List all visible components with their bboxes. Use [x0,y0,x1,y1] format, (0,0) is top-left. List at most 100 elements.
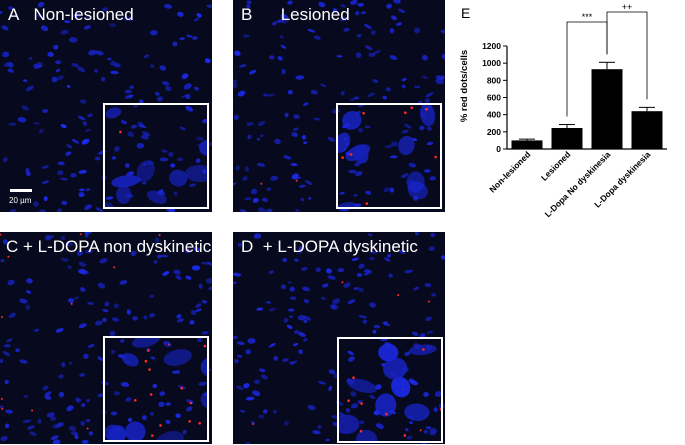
nucleus [8,312,16,319]
nucleus [234,358,239,364]
nucleus [236,354,243,358]
nucleus [175,275,182,280]
nucleus [71,138,80,144]
nucleus [200,391,207,409]
y-tick-label: 200 [487,127,501,137]
nucleus [100,77,106,82]
nucleus [121,352,139,367]
nucleus [386,3,392,9]
x-tick-label: Non-lesioned [487,149,532,194]
nucleus [249,69,257,75]
nucleus [364,125,371,129]
nucleus [60,177,68,181]
nucleus [268,343,276,348]
nucleus [283,155,292,160]
nucleus [426,126,432,131]
nucleus [119,280,128,285]
nucleus [421,75,429,80]
nucleus [302,286,310,292]
nucleus [75,397,82,403]
nucleus [15,348,20,353]
nucleus [177,157,183,162]
y-axis-label: % red dots/cells [459,50,470,122]
nucleus [365,190,372,195]
nucleus [244,197,252,201]
nucleus [407,181,428,200]
nucleus [424,283,432,288]
red-punctum [86,427,89,430]
nucleus [336,55,343,58]
nucleus [50,435,59,440]
nucleus [119,338,125,344]
nucleus [26,278,33,284]
nucleus [280,13,289,20]
nucleus [378,343,399,362]
nucleus [150,411,154,416]
nucleus [111,317,120,322]
nucleus [363,272,369,276]
nucleus [67,265,72,270]
panel-d-inset [337,337,443,443]
red-punctum [397,294,400,297]
nucleus [404,269,413,274]
nucleus [282,258,288,262]
nucleus [81,403,86,408]
nucleus [347,378,377,393]
nucleus [385,144,394,149]
nucleus [192,36,198,40]
nucleus [262,197,268,203]
nucleus [246,3,251,9]
nucleus [47,51,54,57]
nucleus [189,183,197,187]
nucleus [358,315,368,319]
bar-chart: E % red dots/cells 0 200 400 600 800 1000 1200… [459,2,667,219]
nucleus [87,301,94,305]
nucleus [78,323,87,329]
nucleus [110,349,116,354]
nucleus [41,180,50,184]
nucleus [284,420,289,426]
bar [631,111,663,149]
nucleus [404,351,411,356]
nucleus [287,0,293,5]
nucleus [141,415,147,421]
nucleus [140,135,149,140]
nucleus [22,79,28,82]
nucleus [280,284,287,290]
nucleus [58,391,65,398]
nucleus [204,58,211,64]
red-punctum [349,153,353,156]
nucleus [142,181,147,185]
nucleus [425,92,434,98]
nucleus [263,93,268,97]
nucleus [384,257,391,262]
nucleus [25,304,31,310]
nucleus [424,98,430,103]
nucleus [33,328,40,332]
nucleus [33,201,39,207]
nucleus [389,28,395,34]
nucleus [240,409,246,413]
red-punctum [1,407,4,410]
nucleus [350,403,359,409]
nucleus [201,261,209,265]
nucleus [61,362,66,368]
nucleus [202,118,209,124]
nucleus [262,409,268,414]
nucleus [423,429,428,434]
nucleus [368,233,373,237]
panel-b-inset-texture [338,105,437,207]
red-punctum [0,233,2,236]
nucleus [404,428,409,432]
red-punctum [187,249,189,252]
nucleus [338,202,359,207]
nucleus [239,64,247,68]
nucleus [78,115,86,121]
nucleus [68,36,78,43]
nucleus [8,122,17,126]
nucleus [425,426,432,430]
nucleus [78,192,85,198]
nucleus [236,341,245,346]
panel-a-texture [0,1,212,212]
nucleus [63,20,71,24]
